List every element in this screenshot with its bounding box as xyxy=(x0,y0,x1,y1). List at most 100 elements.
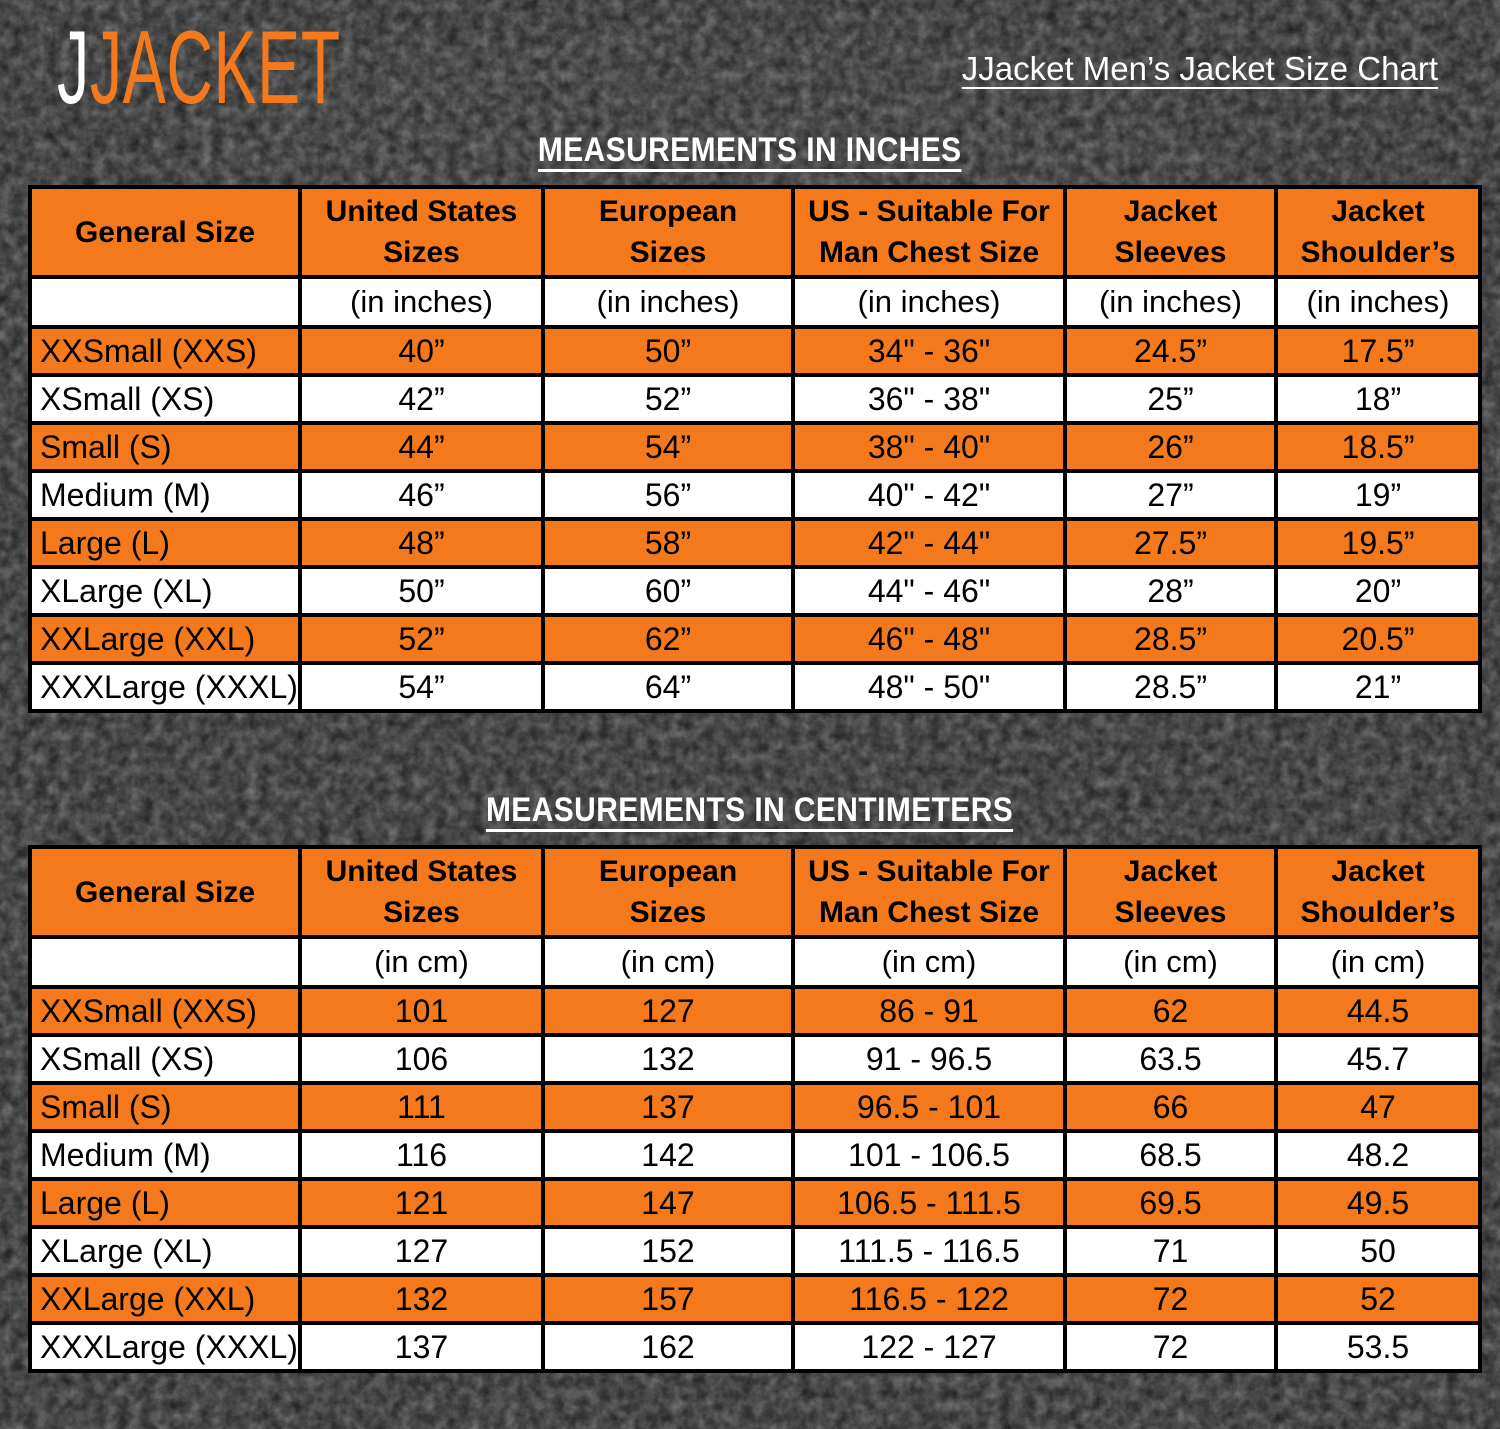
column-header: United States Sizes xyxy=(298,185,545,279)
size-value-cell: 28” xyxy=(1063,565,1278,617)
size-value-cell: 127 xyxy=(298,1225,545,1277)
size-value-cell: 132 xyxy=(298,1273,545,1325)
size-value-cell: 69.5 xyxy=(1063,1177,1278,1229)
size-row: Small (S) 111 137 96.5 - 101 66 47 xyxy=(28,1081,1482,1133)
unit-cell: (in cm) xyxy=(541,935,795,989)
size-row: XXSmall (XXS) 40” 50” 34" - 36" 24.5” 17.5” xyxy=(28,325,1482,377)
size-value-cell: 56” xyxy=(541,469,795,521)
brand-logo-first-letter: J xyxy=(57,10,90,126)
size-row: Large (L) 48” 58” 42" - 44" 27.5” 19.5” xyxy=(28,517,1482,569)
size-value-cell: 19” xyxy=(1274,469,1482,521)
size-value-cell: 72 xyxy=(1063,1321,1278,1373)
brand-logo: JJACKET xyxy=(57,16,341,120)
size-row: Large (L) 121 147 106.5 - 111.5 69.5 49.5 xyxy=(28,1177,1482,1229)
size-value-cell: 91 - 96.5 xyxy=(791,1033,1067,1085)
size-value-cell: 86 - 91 xyxy=(791,985,1067,1037)
section-title-inches-text: MEASUREMENTS IN INCHES xyxy=(538,131,962,169)
unit-cell: (in cm) xyxy=(298,935,545,989)
column-header: Jacket Shoulder’s xyxy=(1274,845,1482,939)
size-value-cell: 52” xyxy=(541,373,795,425)
size-row: XXXLarge (XXXL) 137 162 122 - 127 72 53.5 xyxy=(28,1321,1482,1373)
size-label-cell: XSmall (XS) xyxy=(28,1033,302,1085)
size-value-cell: 47 xyxy=(1274,1081,1482,1133)
size-value-cell: 48” xyxy=(298,517,545,569)
size-value-cell: 106.5 - 111.5 xyxy=(791,1177,1067,1229)
size-label-cell: XXLarge (XXL) xyxy=(28,1273,302,1325)
size-value-cell: 20” xyxy=(1274,565,1482,617)
size-value-cell: 62” xyxy=(541,613,795,665)
size-label-cell: XLarge (XL) xyxy=(28,565,302,617)
column-header: Jacket Sleeves xyxy=(1063,845,1278,939)
size-label-cell: Small (S) xyxy=(28,1081,302,1133)
size-table-inches: General Size United States Sizes European Si… xyxy=(28,185,1482,713)
size-label-cell: XSmall (XS) xyxy=(28,373,302,425)
size-value-cell: 28.5” xyxy=(1063,661,1278,713)
size-label-cell: Large (L) xyxy=(28,1177,302,1229)
size-value-cell: 157 xyxy=(541,1273,795,1325)
size-value-cell: 122 - 127 xyxy=(791,1321,1067,1373)
size-value-cell: 63.5 xyxy=(1063,1033,1278,1085)
size-value-cell: 44” xyxy=(298,421,545,473)
size-value-cell: 54” xyxy=(298,661,545,713)
column-header: General Size xyxy=(28,185,302,279)
size-row: XLarge (XL) 127 152 111.5 - 116.5 71 50 xyxy=(28,1225,1482,1277)
size-value-cell: 137 xyxy=(298,1321,545,1373)
size-label-cell: Medium (M) xyxy=(28,469,302,521)
size-value-cell: 44.5 xyxy=(1274,985,1482,1037)
size-value-cell: 58” xyxy=(541,517,795,569)
column-header: United States Sizes xyxy=(298,845,545,939)
section-title-centimeters-text: MEASUREMENTS IN CENTIMETERS xyxy=(486,791,1014,829)
size-value-cell: 106 xyxy=(298,1033,545,1085)
size-label-cell: XXSmall (XXS) xyxy=(28,325,302,377)
size-label-cell: XXXLarge (XXXL) xyxy=(28,661,302,713)
section-title-centimeters: MEASUREMENTS IN CENTIMETERS xyxy=(0,793,1500,827)
size-label-cell: XXLarge (XXL) xyxy=(28,613,302,665)
column-header: General Size xyxy=(28,845,302,939)
size-value-cell: 46" - 48" xyxy=(791,613,1067,665)
size-value-cell: 52” xyxy=(298,613,545,665)
size-value-cell: 17.5” xyxy=(1274,325,1482,377)
table-header-row: General Size United States Sizes European Si… xyxy=(28,185,1482,279)
unit-cell: (in inches) xyxy=(791,275,1067,329)
unit-cell: (in inches) xyxy=(1274,275,1482,329)
size-value-cell: 64” xyxy=(541,661,795,713)
size-label-cell: XXXLarge (XXXL) xyxy=(28,1321,302,1373)
unit-cell: (in inches) xyxy=(541,275,795,329)
size-value-cell: 50” xyxy=(298,565,545,617)
size-value-cell: 60” xyxy=(541,565,795,617)
size-row: XXLarge (XXL) 132 157 116.5 - 122 72 52 xyxy=(28,1273,1482,1325)
column-header: European Sizes xyxy=(541,845,795,939)
size-value-cell: 25” xyxy=(1063,373,1278,425)
size-row: XXXLarge (XXXL) 54” 64” 48" - 50" 28.5” 21” xyxy=(28,661,1482,713)
size-value-cell: 19.5” xyxy=(1274,517,1482,569)
size-value-cell: 36" - 38" xyxy=(791,373,1067,425)
column-header: Jacket Sleeves xyxy=(1063,185,1278,279)
size-value-cell: 111 xyxy=(298,1081,545,1133)
size-value-cell: 116.5 - 122 xyxy=(791,1273,1067,1325)
size-value-cell: 54” xyxy=(541,421,795,473)
size-row: XSmall (XS) 106 132 91 - 96.5 63.5 45.7 xyxy=(28,1033,1482,1085)
empty-cell xyxy=(28,275,302,329)
size-value-cell: 42” xyxy=(298,373,545,425)
size-value-cell: 48" - 50" xyxy=(791,661,1067,713)
size-value-cell: 24.5” xyxy=(1063,325,1278,377)
size-value-cell: 101 - 106.5 xyxy=(791,1129,1067,1181)
table-header-row: General Size United States Sizes European Si… xyxy=(28,845,1482,939)
unit-cell: (in cm) xyxy=(1274,935,1482,989)
size-label-cell: XXSmall (XXS) xyxy=(28,985,302,1037)
size-value-cell: 53.5 xyxy=(1274,1321,1482,1373)
brand-logo-text: JACKET xyxy=(89,10,341,126)
empty-cell xyxy=(28,935,302,989)
column-header: Jacket Shoulder’s xyxy=(1274,185,1482,279)
unit-cell: (in inches) xyxy=(1063,275,1278,329)
unit-cell: (in cm) xyxy=(791,935,1067,989)
size-value-cell: 52 xyxy=(1274,1273,1482,1325)
size-label-cell: Medium (M) xyxy=(28,1129,302,1181)
size-value-cell: 101 xyxy=(298,985,545,1037)
size-value-cell: 40” xyxy=(298,325,545,377)
unit-cell: (in inches) xyxy=(298,275,545,329)
size-value-cell: 34" - 36" xyxy=(791,325,1067,377)
size-label-cell: Small (S) xyxy=(28,421,302,473)
size-value-cell: 27” xyxy=(1063,469,1278,521)
